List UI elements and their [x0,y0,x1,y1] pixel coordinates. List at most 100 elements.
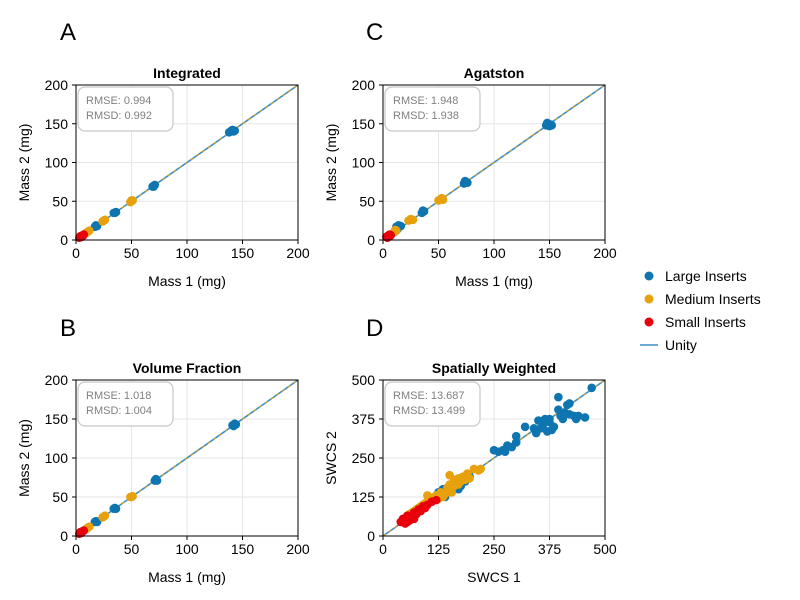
data-point [100,215,110,225]
data-point [437,193,447,203]
y-tick-label: 250 [352,450,376,466]
x-tick-label: 125 [427,541,451,557]
data-point [127,196,136,205]
data-point [230,126,240,136]
data-point [231,420,241,429]
y-tick-label: 200 [45,372,69,388]
rmsd-text: RMSD: 1.938 [393,110,459,122]
rmsd-text: RMSD: 13.499 [393,405,465,417]
data-point [549,422,559,432]
x-tick-label: 200 [593,245,617,261]
rmse-text: RMSE: 1.948 [393,95,458,107]
x-axis-label: Mass 1 (mg) [148,273,226,289]
x-tick-label: 500 [593,541,617,557]
y-tick-label: 0 [60,528,68,544]
stats-box [77,86,174,132]
stats-box [384,381,481,427]
y-tick-label: 150 [45,116,69,132]
data-point [126,492,135,502]
legend-item: Small Inserts [644,314,746,330]
y-tick-label: 50 [359,193,375,209]
data-point [565,399,574,408]
data-point [100,511,110,521]
chart-title: Spatially Weighted [432,360,556,376]
y-tick-label: 200 [45,77,69,93]
stats-box [384,86,481,132]
legend: Large Inserts Medium Inserts Small Inserts… [640,268,761,353]
legend-label: Small Inserts [665,314,746,330]
y-tick-label: 200 [352,77,376,93]
x-tick-label: 0 [379,245,387,261]
y-tick-label: 125 [352,489,376,505]
data-point [385,230,394,239]
panel-a: A Integrated 0 50 100 150 200 0 50 100 150 200 Mass … [16,19,310,289]
legend-item: Medium Inserts [644,291,761,307]
data-point [545,414,554,424]
legend-marker [644,271,654,281]
x-tick-label: 50 [124,245,140,261]
x-axis-label: Mass 1 (mg) [148,569,226,585]
y-tick-label: 0 [367,528,375,544]
panel-b: B Volume Fraction 0 50 100 150 200 0 50 100 150 200… [16,315,310,585]
x-axis-label: SWCS 1 [467,569,521,585]
x-tick-label: 150 [231,245,255,261]
y-tick-label: 150 [352,116,376,132]
data-point [423,491,432,500]
data-point [109,504,119,513]
rmsd-text: RMSD: 0.992 [86,110,152,122]
unity-line-dashed [75,84,299,241]
data-point [574,411,583,421]
data-point [547,121,557,130]
y-tick-label: 500 [352,372,376,388]
y-tick-label: 50 [52,489,68,505]
data-point [403,511,412,521]
legend-item: Large Inserts [644,268,747,284]
series-large-inserts [90,125,240,232]
x-tick-label: 50 [431,245,447,261]
y-axis-label: Mass 2 (mg) [323,124,339,202]
panel-label: C [366,19,383,46]
data-point [76,527,85,537]
stats-box [77,381,174,427]
x-tick-label: 200 [286,541,310,557]
series-large-inserts [392,118,557,234]
legend-item: Unity [640,337,697,353]
data-point [500,447,510,457]
data-point [151,474,161,484]
panel-c: C Agatston 0 50 100 150 200 0 50 100 150 200 Mass 1 … [323,19,617,289]
y-tick-label: 100 [45,155,69,171]
data-point [78,231,87,241]
data-point [580,413,590,422]
rmsd-text: RMSD: 1.004 [86,405,152,417]
data-point [587,383,596,393]
y-axis-label: SWCS 2 [323,431,339,485]
x-tick-label: 0 [379,541,387,557]
y-tick-label: 100 [45,450,69,466]
y-axis-label: Mass 2 (mg) [16,419,32,497]
x-tick-label: 150 [231,541,255,557]
y-axis-label: Mass 2 (mg) [16,124,32,202]
y-tick-label: 0 [60,232,68,248]
x-tick-label: 200 [286,245,310,261]
x-tick-label: 100 [175,541,199,557]
rmse-text: RMSE: 1.018 [86,390,151,402]
chart-title: Integrated [153,65,221,81]
chart-title: Agatston [464,65,525,81]
x-tick-label: 150 [538,245,562,261]
series-small-inserts [396,495,441,528]
y-tick-label: 375 [352,411,376,427]
unity-line-dashed [382,84,606,241]
panel-label: B [60,315,76,342]
legend-label: Large Inserts [665,268,747,284]
data-point [520,422,530,432]
x-tick-label: 375 [538,541,562,557]
legend-label: Medium Inserts [665,291,761,307]
x-tick-label: 0 [72,541,80,557]
x-axis-label: Mass 1 (mg) [455,273,533,289]
legend-label: Unity [665,337,697,353]
chart-title: Volume Fraction [133,360,242,376]
data-point [454,480,463,489]
y-tick-label: 0 [367,232,375,248]
y-tick-label: 100 [352,155,376,171]
